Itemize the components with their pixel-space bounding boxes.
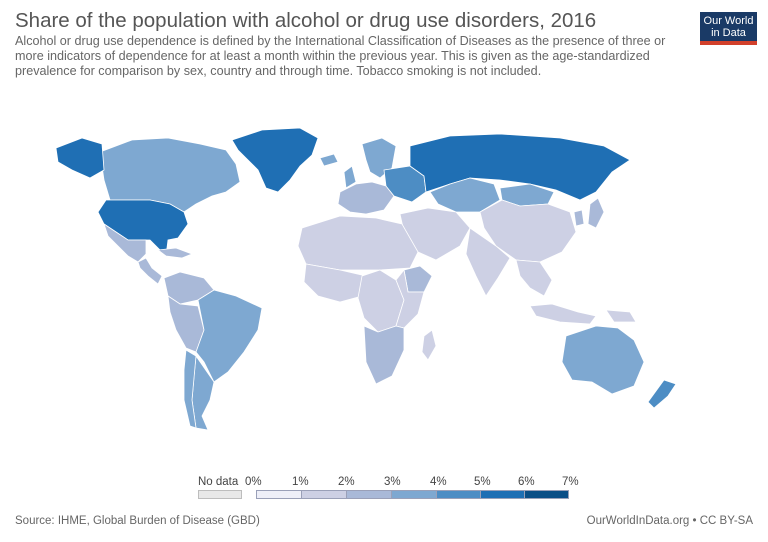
map-region-russia[interactable] (409, 133, 631, 201)
map-region-korea[interactable] (573, 209, 585, 227)
map-region-kazakhstan[interactable] (429, 177, 501, 213)
legend-bin-2 (346, 490, 391, 499)
legend-tick-7: 7% (562, 476, 579, 488)
legend-tick-5: 5% (474, 476, 491, 488)
legend-bin-1 (301, 490, 346, 499)
map-region-central-america[interactable] (137, 257, 163, 285)
map-region-iceland[interactable] (319, 153, 339, 167)
map-region-southern-africa[interactable] (363, 325, 405, 385)
map-region-indonesia[interactable] (529, 303, 597, 325)
map-region-australia[interactable] (561, 325, 645, 395)
logo-line-2: in Data (711, 27, 746, 39)
legend-bin-6 (524, 490, 569, 499)
logo-line-1: Our World (703, 15, 754, 27)
map-region-madagascar[interactable] (421, 329, 437, 361)
legend-tick-4: 4% (430, 476, 447, 488)
map-region-west-africa[interactable] (303, 263, 367, 303)
map-region-new-zealand[interactable] (647, 379, 677, 409)
legend-tick-2: 2% (338, 476, 355, 488)
map-region-greenland[interactable] (231, 127, 319, 193)
map-region-north-africa[interactable] (297, 215, 419, 271)
legend-tick-1: 1% (292, 476, 309, 488)
legend-bin-5 (480, 490, 524, 499)
legend-no-data-label: No data (198, 476, 239, 488)
legend-bin-4 (436, 490, 480, 499)
chart-subtitle: Alcohol or drug use dependence is define… (15, 34, 666, 78)
legend-tick-6: 6% (518, 476, 535, 488)
map-region-brazil[interactable] (195, 289, 263, 383)
map-region-china[interactable] (479, 199, 577, 263)
map-region-alaska[interactable] (55, 137, 105, 179)
license-credit[interactable]: OurWorldInData.org • CC BY-SA (586, 515, 753, 527)
map-region-europe-west[interactable] (337, 181, 395, 215)
chart-title: Share of the population with alcohol or … (15, 9, 597, 32)
map-region-chile[interactable] (183, 349, 197, 429)
map-region-japan[interactable] (587, 197, 605, 229)
map-region-uk[interactable] (343, 165, 357, 189)
legend-tick-0: 0% (245, 476, 262, 488)
map-region-papua-new-guinea[interactable] (605, 309, 637, 323)
legend-bin-0 (256, 490, 301, 499)
map-region-east-africa[interactable] (395, 269, 425, 329)
legend-bin-3 (391, 490, 436, 499)
map-region-ethiopia[interactable] (403, 265, 433, 293)
map-region-southeast-asia[interactable] (515, 259, 553, 297)
world-map[interactable] (0, 100, 768, 465)
map-region-mexico[interactable] (103, 223, 147, 263)
legend-no-data-swatch (198, 490, 242, 499)
map-region-india[interactable] (465, 227, 511, 297)
source-note: Source: IHME, Global Burden of Disease (… (15, 515, 260, 527)
legend-tick-3: 3% (384, 476, 401, 488)
map-region-caribbean[interactable] (156, 247, 194, 259)
owid-logo[interactable]: Our World in Data (700, 12, 757, 45)
